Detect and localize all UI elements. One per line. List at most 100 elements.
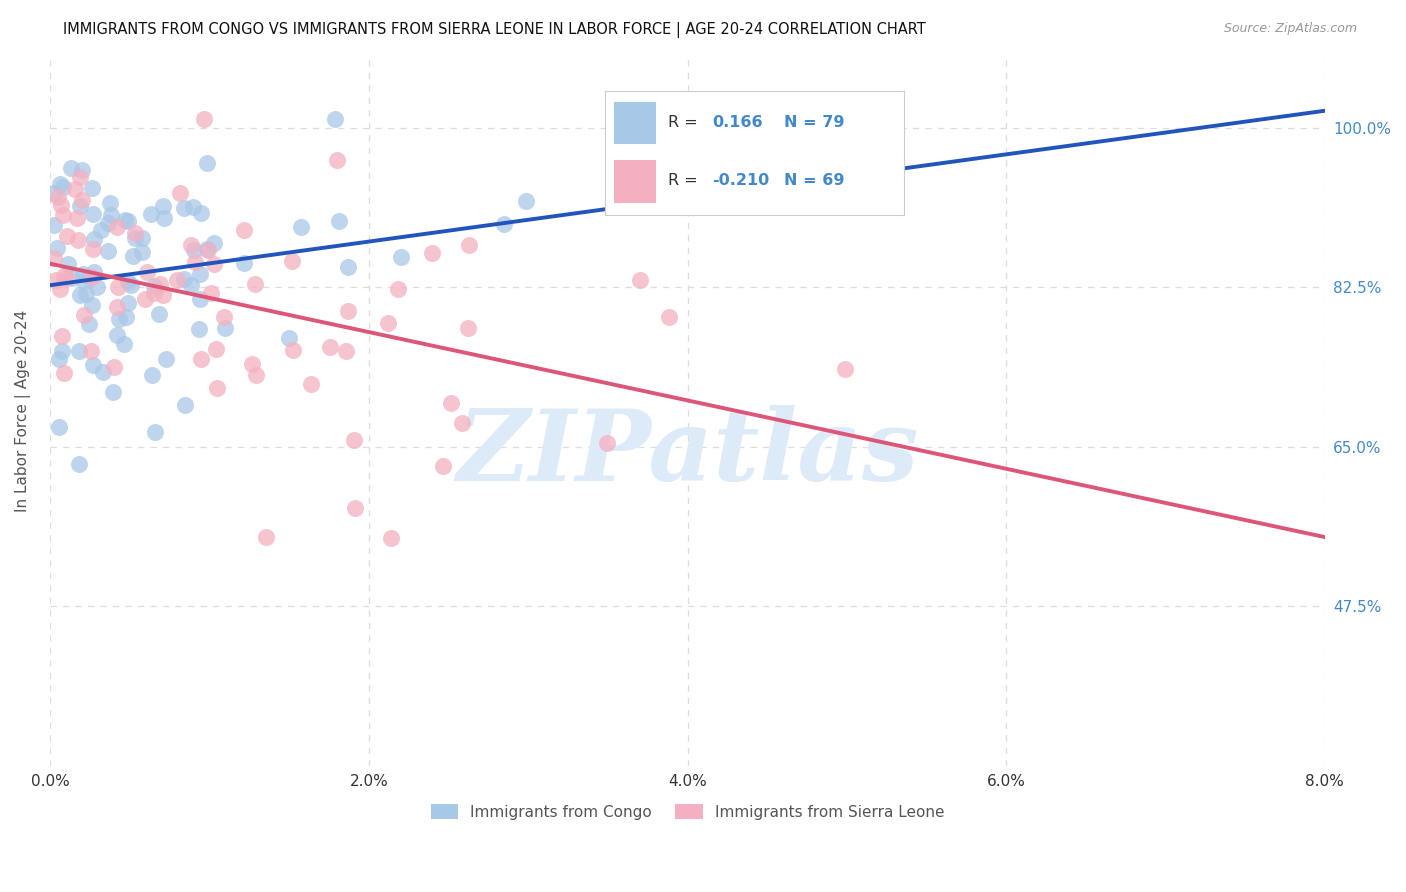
Point [188,292,211,306]
Point [183,244,205,258]
Point [243,277,266,291]
Y-axis label: In Labor Force | Age 20-24: In Labor Force | Age 20-24 [15,310,31,512]
Point [166,273,188,287]
Point [197,243,219,257]
Point [391,251,413,265]
Point [195,156,218,170]
Point [174,398,197,412]
Point [46,189,69,203]
Point [97,244,120,259]
Point [105,301,128,315]
Point [299,376,322,391]
Point [245,368,267,383]
Point [77,317,100,331]
Text: Source: ZipAtlas.com: Source: ZipAtlas.com [1223,22,1357,36]
Point [107,312,129,326]
Point [149,277,172,292]
Point [79,271,101,285]
Point [51,329,73,343]
Point [82,207,104,221]
Point [42,251,65,265]
Point [101,384,124,399]
Point [202,257,225,271]
Point [80,181,103,195]
Point [51,343,73,358]
Point [69,288,91,302]
Point [114,213,136,227]
Point [42,218,65,232]
Point [75,287,97,301]
Point [90,223,112,237]
Point [117,276,139,290]
Point [52,366,75,380]
Point [114,310,136,325]
Point [628,273,651,287]
Point [180,277,202,292]
Point [72,267,94,281]
Point [139,207,162,221]
Point [457,321,479,335]
Point [515,194,537,208]
Point [153,211,176,225]
Point [107,280,129,294]
Point [205,343,228,357]
Point [173,201,195,215]
Point [52,208,75,222]
Point [387,282,409,296]
Point [69,199,91,213]
Point [56,257,79,271]
Point [242,357,264,371]
Point [124,231,146,245]
Point [52,269,75,284]
Point [82,358,104,372]
Point [326,153,349,167]
Point [335,343,357,358]
Point [56,270,79,285]
Text: ZIPatlas: ZIPatlas [457,405,918,501]
Point [190,206,212,220]
Point [181,200,204,214]
Point [143,286,166,301]
Point [169,186,191,201]
Point [51,198,73,212]
Point [323,112,346,126]
Point [69,169,91,184]
Point [152,288,174,302]
Point [66,233,89,247]
Point [97,216,120,230]
Point [72,309,94,323]
Point [188,267,211,281]
Point [344,500,367,515]
Point [63,181,86,195]
Point [148,307,170,321]
Point [343,433,366,447]
Point [180,237,202,252]
Point [451,416,474,430]
Point [121,249,143,263]
Point [380,531,402,545]
Point [440,395,463,409]
Point [173,272,195,286]
Point [117,213,139,227]
Point [141,368,163,383]
Point [112,337,135,351]
Point [336,260,359,274]
Legend: Immigrants from Congo, Immigrants from Sierra Leone: Immigrants from Congo, Immigrants from S… [425,798,950,826]
Point [49,282,72,296]
Point [98,196,121,211]
Point [281,343,304,357]
Point [834,362,856,376]
Point [277,331,299,345]
Point [152,198,174,212]
Point [131,245,153,260]
Point [60,161,83,176]
Point [135,265,157,279]
Point [328,213,350,227]
Point [66,211,89,226]
Point [86,280,108,294]
Point [432,458,454,473]
Point [214,320,236,334]
Point [214,310,236,324]
Point [281,253,304,268]
Point [70,193,93,207]
